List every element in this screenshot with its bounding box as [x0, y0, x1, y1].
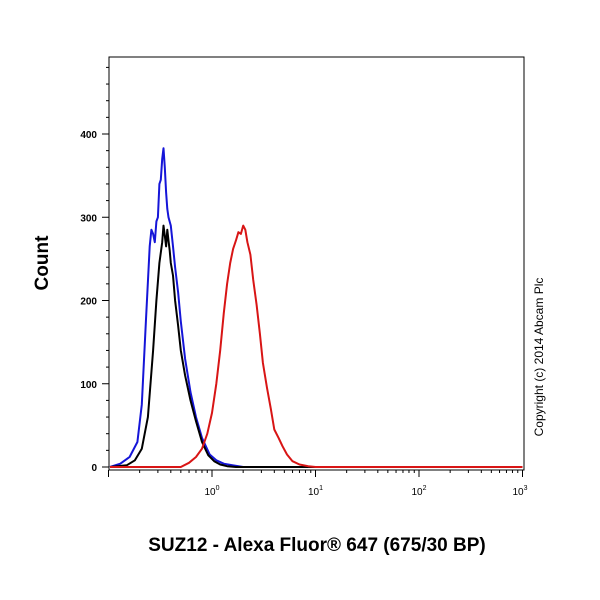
- x-tick-label: 102: [411, 485, 426, 498]
- histogram-series: [109, 147, 523, 468]
- y-axis-ticks: 0 100 200 300 400: [80, 130, 109, 474]
- series-line-3: [110, 224, 523, 468]
- x-tick-base: 10: [308, 487, 320, 498]
- x-tick-label: 100: [204, 485, 219, 498]
- x-axis-ticks: 100 101 102 103: [108, 470, 528, 498]
- x-tick-label: 101: [308, 485, 323, 498]
- y-tick-label: 300: [80, 213, 97, 224]
- x-tick-exponent: 3: [524, 485, 528, 492]
- series-line-2: [109, 224, 523, 468]
- x-tick-exponent: 0: [216, 485, 220, 492]
- copyright-annotation: Copyright (c) 2014 Abcam Plc: [532, 278, 546, 437]
- y-tick-label: 400: [80, 130, 97, 141]
- x-tick-exponent: 1: [319, 485, 323, 492]
- x-tick-label: 103: [512, 485, 527, 498]
- plot-frame: [108, 56, 525, 471]
- x-tick-base: 10: [204, 487, 216, 498]
- y-axis-label: Count: [32, 235, 53, 291]
- y-axis-minor-ticks: [106, 66, 109, 451]
- x-tick-exponent: 2: [423, 485, 427, 492]
- y-tick-label: 0: [91, 463, 97, 474]
- y-tick-label: 100: [80, 380, 97, 391]
- x-axis-label: SUZ12 - Alexa Fluor® 647 (675/30 BP): [148, 535, 485, 556]
- x-tick-base: 10: [411, 487, 423, 498]
- series-line-1: [109, 147, 523, 468]
- y-tick-label: 200: [80, 297, 97, 308]
- x-tick-base: 10: [512, 487, 524, 498]
